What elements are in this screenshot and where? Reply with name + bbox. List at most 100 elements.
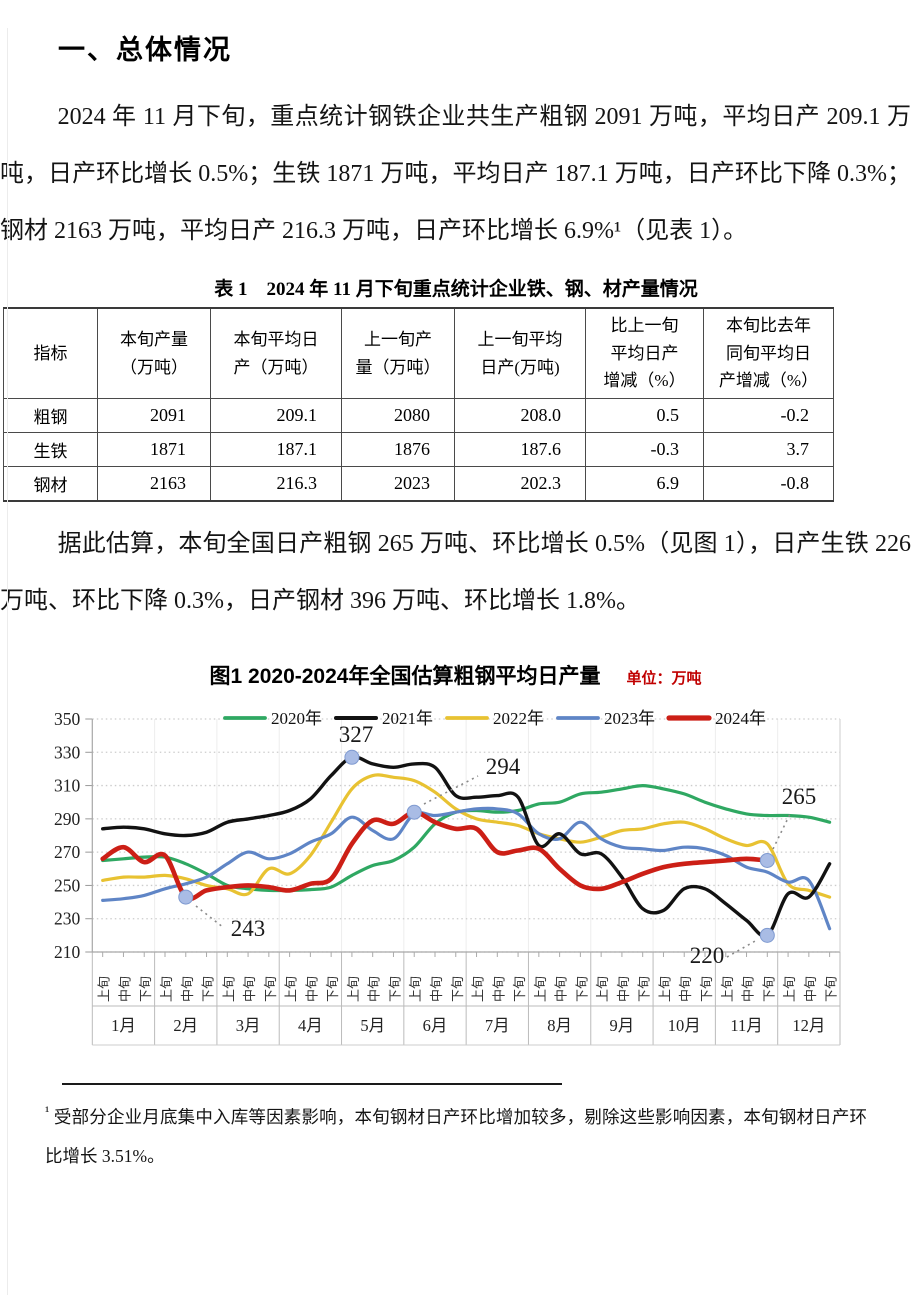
value-cell: 2080 <box>341 398 455 433</box>
y-axis-label: 350 <box>54 709 81 729</box>
table-row: 生铁 1871 187.1 1876 187.6 -0.3 3.7 <box>3 432 834 467</box>
x-period-label: 上旬 <box>221 976 236 1002</box>
x-period-label: 下旬 <box>263 976 278 1002</box>
y-axis-label: 250 <box>54 875 81 895</box>
y-axis-label: 270 <box>54 842 81 862</box>
x-month-label: 1月 <box>111 1016 136 1035</box>
value-cell: -0.2 <box>703 398 834 433</box>
value-cell: 1871 <box>97 432 211 467</box>
footnote-separator <box>62 1083 562 1085</box>
x-period-label: 下旬 <box>138 976 153 1002</box>
x-period-label: 中旬 <box>741 976 756 1002</box>
x-period-label: 中旬 <box>616 976 631 1002</box>
x-month-label: 8月 <box>547 1016 572 1035</box>
x-month-label: 11月 <box>730 1016 762 1035</box>
figure-1: 图1 2020-2024年全国估算粗钢平均日产量 单位：万吨 210 230 250… <box>0 660 911 1057</box>
series-line-2021年 <box>101 755 832 938</box>
x-month-label: 12月 <box>792 1016 825 1035</box>
x-period-label: 中旬 <box>180 976 195 1002</box>
value-cell: 216.3 <box>210 466 342 502</box>
x-period-label: 上旬 <box>720 976 735 1002</box>
paragraph-estimate: 据此估算，本旬全国日产粗钢 265 万吨、环比增长 0.5%（见图 1），日产生… <box>0 531 911 614</box>
x-period-label: 上旬 <box>595 976 610 1002</box>
annotation-marker-327 <box>344 749 360 765</box>
x-period-label: 上旬 <box>471 976 486 1002</box>
annotation-label-294: 294 <box>486 754 521 779</box>
y-axis-label: 230 <box>54 909 81 929</box>
col-header: 本旬比去年 同旬平均日 产增减（%） <box>703 307 834 399</box>
figure-1-header: 图1 2020-2024年全国估算粗钢平均日产量 单位：万吨 <box>0 660 911 698</box>
annotation-label-243: 243 <box>231 916 266 941</box>
value-cell: 0.5 <box>585 398 704 433</box>
x-period-label: 上旬 <box>533 976 548 1002</box>
page-left-edge <box>7 28 8 1295</box>
value-cell: 202.3 <box>454 466 586 502</box>
value-cell: 2091 <box>97 398 211 433</box>
x-period-label: 下旬 <box>201 976 216 1002</box>
value-cell: -0.3 <box>585 432 704 467</box>
x-month-label: 3月 <box>236 1016 261 1035</box>
value-cell: 6.9 <box>585 466 704 502</box>
value-cell: 208.0 <box>454 398 586 433</box>
x-month-label: 5月 <box>360 1016 385 1035</box>
x-month-label: 4月 <box>298 1016 323 1035</box>
value-cell: -0.8 <box>703 466 834 502</box>
value-cell: 209.1 <box>210 398 342 433</box>
x-period-label: 中旬 <box>803 976 818 1002</box>
annotation-label-220: 220 <box>690 943 725 968</box>
series-line-2023年 <box>101 806 832 931</box>
x-period-label: 下旬 <box>637 976 652 1002</box>
value-cell: 2023 <box>341 466 455 502</box>
x-period-label: 上旬 <box>657 976 672 1002</box>
col-header: 上一旬产 量（万吨） <box>341 307 455 399</box>
x-period-label: 下旬 <box>325 976 340 1002</box>
chart-title: 图1 2020-2024年全国估算粗钢平均日产量 <box>209 665 601 688</box>
paragraph-overview: 2024 年 11 月下旬，重点统计钢铁企业共生产粗钢 2091 万吨，平均日产… <box>0 104 911 244</box>
x-period-label: 中旬 <box>678 976 693 1002</box>
col-header: 本旬平均日 产（万吨） <box>210 307 342 399</box>
annotation-marker-220 <box>759 927 775 943</box>
chart-unit-label: 单位：万吨 <box>626 671 702 687</box>
legend-label: 2022年 <box>493 709 544 728</box>
production-table: 指标 本旬产量 （万吨） 本旬平均日 产（万吨） 上一旬产 量（万吨） 上一旬平均 日产… <box>3 307 834 502</box>
x-period-label: 中旬 <box>304 976 319 1002</box>
annotation-marker-265 <box>759 852 775 868</box>
x-period-label: 上旬 <box>346 976 361 1002</box>
y-axis-label: 310 <box>54 776 81 796</box>
x-month-label: 2月 <box>173 1016 198 1035</box>
y-axis-label: 290 <box>54 809 81 829</box>
value-cell: 187.6 <box>454 432 586 467</box>
series-line-2024年 <box>100 809 770 902</box>
x-period-label: 下旬 <box>574 976 589 1002</box>
footnote: ¹ 受部分企业月底集中入库等因素影响，本旬钢材日产环比增加较多，剔除这些影响因素… <box>45 1083 867 1176</box>
legend-label: 2024年 <box>715 709 766 728</box>
indicator-cell: 生铁 <box>3 432 98 467</box>
x-period-label: 下旬 <box>699 976 714 1002</box>
legend-label: 2020年 <box>271 709 322 728</box>
col-header: 指标 <box>3 307 98 399</box>
x-period-label: 上旬 <box>408 976 423 1002</box>
x-period-label: 下旬 <box>512 976 527 1002</box>
footnote-text: ¹ 受部分企业月底集中入库等因素影响，本旬钢材日产环比增加较多，剔除这些影响因素… <box>45 1104 867 1166</box>
col-header: 本旬产量 （万吨） <box>97 307 211 399</box>
x-month-label: 10月 <box>668 1016 701 1035</box>
x-period-label: 下旬 <box>387 976 402 1002</box>
x-month-label: 7月 <box>485 1016 510 1035</box>
annotation-marker-294 <box>406 804 422 820</box>
x-period-label: 中旬 <box>367 976 382 1002</box>
production-table-body: 粗钢 2091 209.1 2080 208.0 0.5 -0.2 生铁 1871 187.1 18… <box>3 398 834 502</box>
x-month-label: 6月 <box>423 1016 448 1035</box>
legend-label: 2021年 <box>382 709 433 728</box>
x-period-label: 下旬 <box>450 976 465 1002</box>
x-period-label: 下旬 <box>824 976 839 1002</box>
indicator-cell: 粗钢 <box>3 398 98 433</box>
value-cell: 3.7 <box>703 432 834 467</box>
table-row: 钢材 2163 216.3 2023 202.3 6.9 -0.8 <box>3 466 834 502</box>
value-cell: 1876 <box>341 432 455 467</box>
table-title: 表 1 2024 年 11 月下旬重点统计企业铁、钢、材产量情况 <box>214 279 698 300</box>
footnote-marker: ¹ <box>45 1104 50 1120</box>
indicator-cell: 钢材 <box>3 466 98 502</box>
production-table-head: 指标 本旬产量 （万吨） 本旬平均日 产（万吨） 上一旬产 量（万吨） 上一旬平均 日产… <box>3 307 834 399</box>
x-period-label: 下旬 <box>761 976 776 1002</box>
x-period-label: 上旬 <box>782 976 797 1002</box>
